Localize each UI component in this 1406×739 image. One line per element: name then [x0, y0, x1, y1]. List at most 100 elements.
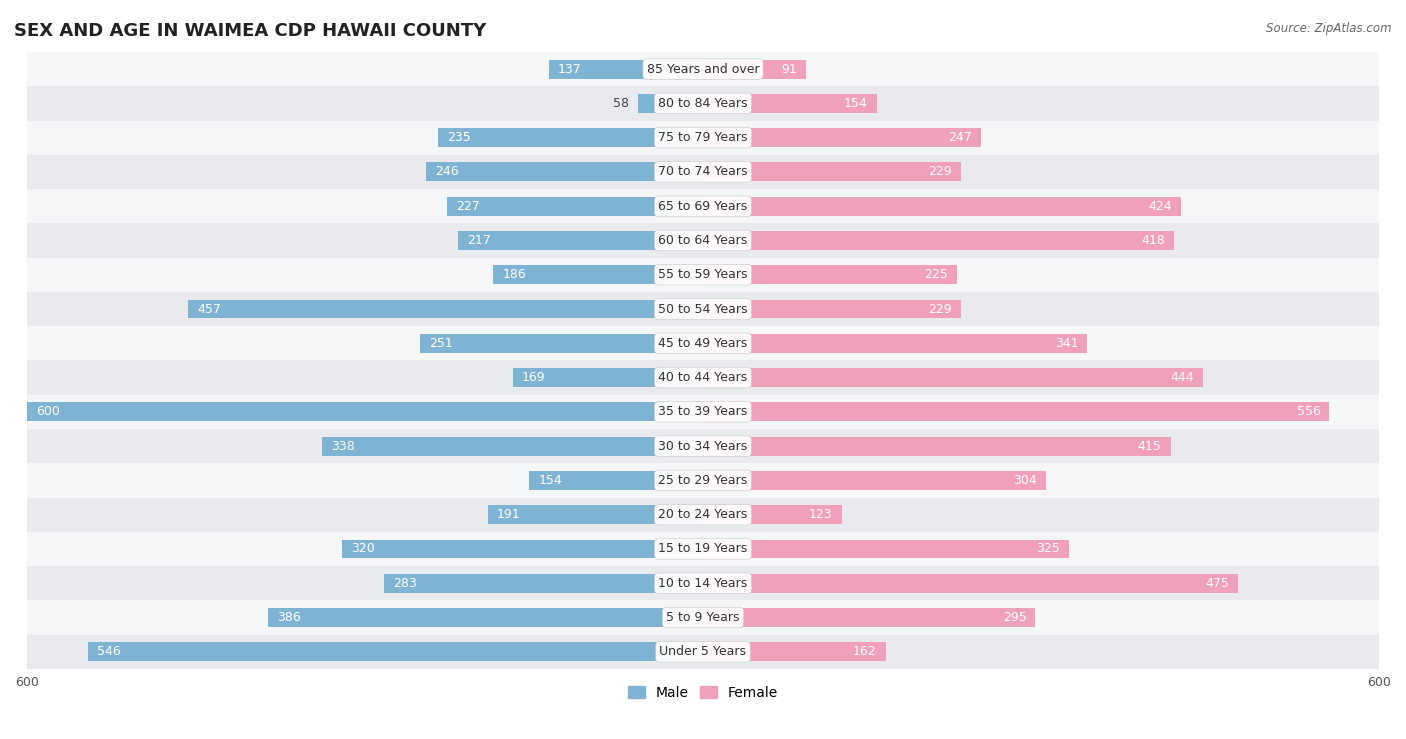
Text: 475: 475	[1205, 576, 1229, 590]
Text: Under 5 Years: Under 5 Years	[659, 645, 747, 658]
Text: 162: 162	[853, 645, 876, 658]
Bar	[27, 361, 1379, 395]
Text: 91: 91	[780, 63, 797, 75]
Bar	[426, 163, 703, 181]
Text: Source: ZipAtlas.com: Source: ZipAtlas.com	[1267, 22, 1392, 35]
Bar	[530, 471, 703, 490]
Bar	[703, 505, 842, 524]
Bar	[439, 129, 703, 147]
Bar	[27, 532, 1379, 566]
Bar	[703, 642, 886, 661]
Bar	[27, 189, 1379, 223]
Text: 295: 295	[1002, 611, 1026, 624]
Text: 5 to 9 Years: 5 to 9 Years	[666, 611, 740, 624]
Bar	[513, 368, 703, 387]
Bar	[488, 505, 703, 524]
Text: 457: 457	[197, 302, 221, 316]
Bar	[420, 334, 703, 353]
Text: 123: 123	[808, 508, 832, 521]
Bar	[27, 86, 1379, 120]
Bar	[27, 326, 1379, 361]
Bar	[703, 299, 962, 319]
Text: 154: 154	[844, 97, 868, 110]
Bar	[703, 94, 876, 113]
Bar	[343, 539, 703, 559]
Text: 424: 424	[1149, 200, 1171, 213]
Bar	[322, 437, 703, 455]
Text: 58: 58	[613, 97, 628, 110]
Bar	[703, 368, 1204, 387]
Text: 338: 338	[332, 440, 354, 453]
Text: 15 to 19 Years: 15 to 19 Years	[658, 542, 748, 556]
Text: 85 Years and over: 85 Years and over	[647, 63, 759, 75]
Text: 55 to 59 Years: 55 to 59 Years	[658, 268, 748, 282]
Text: 75 to 79 Years: 75 to 79 Years	[658, 131, 748, 144]
Bar	[27, 120, 1379, 154]
Bar	[703, 231, 1174, 250]
Text: 45 to 49 Years: 45 to 49 Years	[658, 337, 748, 350]
Bar	[27, 395, 1379, 429]
Bar	[27, 292, 1379, 326]
Bar	[494, 265, 703, 285]
Bar	[27, 429, 1379, 463]
Bar	[447, 197, 703, 216]
Text: 217: 217	[468, 234, 491, 247]
Bar	[703, 334, 1087, 353]
Text: 444: 444	[1171, 371, 1194, 384]
Text: 154: 154	[538, 474, 562, 487]
Legend: Male, Female: Male, Female	[623, 680, 783, 705]
Text: 50 to 54 Years: 50 to 54 Years	[658, 302, 748, 316]
Bar	[703, 265, 956, 285]
Bar	[703, 60, 806, 78]
Text: 65 to 69 Years: 65 to 69 Years	[658, 200, 748, 213]
Bar	[703, 437, 1171, 455]
Text: 30 to 34 Years: 30 to 34 Years	[658, 440, 748, 453]
Bar	[27, 52, 1379, 86]
Bar	[27, 497, 1379, 532]
Bar	[27, 566, 1379, 600]
Bar	[703, 129, 981, 147]
Text: 229: 229	[928, 302, 952, 316]
Text: 229: 229	[928, 166, 952, 178]
Text: 386: 386	[277, 611, 301, 624]
Bar	[188, 299, 703, 319]
Bar	[458, 231, 703, 250]
Text: 247: 247	[949, 131, 973, 144]
Text: 304: 304	[1012, 474, 1036, 487]
Text: 320: 320	[352, 542, 375, 556]
Bar	[27, 223, 1379, 258]
Bar	[27, 403, 703, 421]
Text: 556: 556	[1296, 406, 1320, 418]
Bar	[703, 163, 962, 181]
Text: 325: 325	[1036, 542, 1060, 556]
Text: 60 to 64 Years: 60 to 64 Years	[658, 234, 748, 247]
Text: 10 to 14 Years: 10 to 14 Years	[658, 576, 748, 590]
Bar	[548, 60, 703, 78]
Bar	[638, 94, 703, 113]
Text: SEX AND AGE IN WAIMEA CDP HAWAII COUNTY: SEX AND AGE IN WAIMEA CDP HAWAII COUNTY	[14, 22, 486, 40]
Bar	[703, 471, 1046, 490]
Text: 225: 225	[924, 268, 948, 282]
Text: 415: 415	[1137, 440, 1161, 453]
Text: 600: 600	[37, 406, 60, 418]
Bar	[27, 463, 1379, 497]
Bar	[703, 403, 1330, 421]
Text: 35 to 39 Years: 35 to 39 Years	[658, 406, 748, 418]
Bar	[87, 642, 703, 661]
Text: 341: 341	[1054, 337, 1078, 350]
Text: 25 to 29 Years: 25 to 29 Years	[658, 474, 748, 487]
Bar	[384, 573, 703, 593]
Bar	[703, 197, 1181, 216]
Text: 191: 191	[496, 508, 520, 521]
Text: 546: 546	[97, 645, 121, 658]
Bar	[27, 635, 1379, 669]
Text: 40 to 44 Years: 40 to 44 Years	[658, 371, 748, 384]
Text: 283: 283	[394, 576, 418, 590]
Text: 246: 246	[434, 166, 458, 178]
Bar	[269, 608, 703, 627]
Bar	[703, 573, 1239, 593]
Text: 80 to 84 Years: 80 to 84 Years	[658, 97, 748, 110]
Text: 137: 137	[558, 63, 582, 75]
Text: 251: 251	[429, 337, 453, 350]
Text: 70 to 74 Years: 70 to 74 Years	[658, 166, 748, 178]
